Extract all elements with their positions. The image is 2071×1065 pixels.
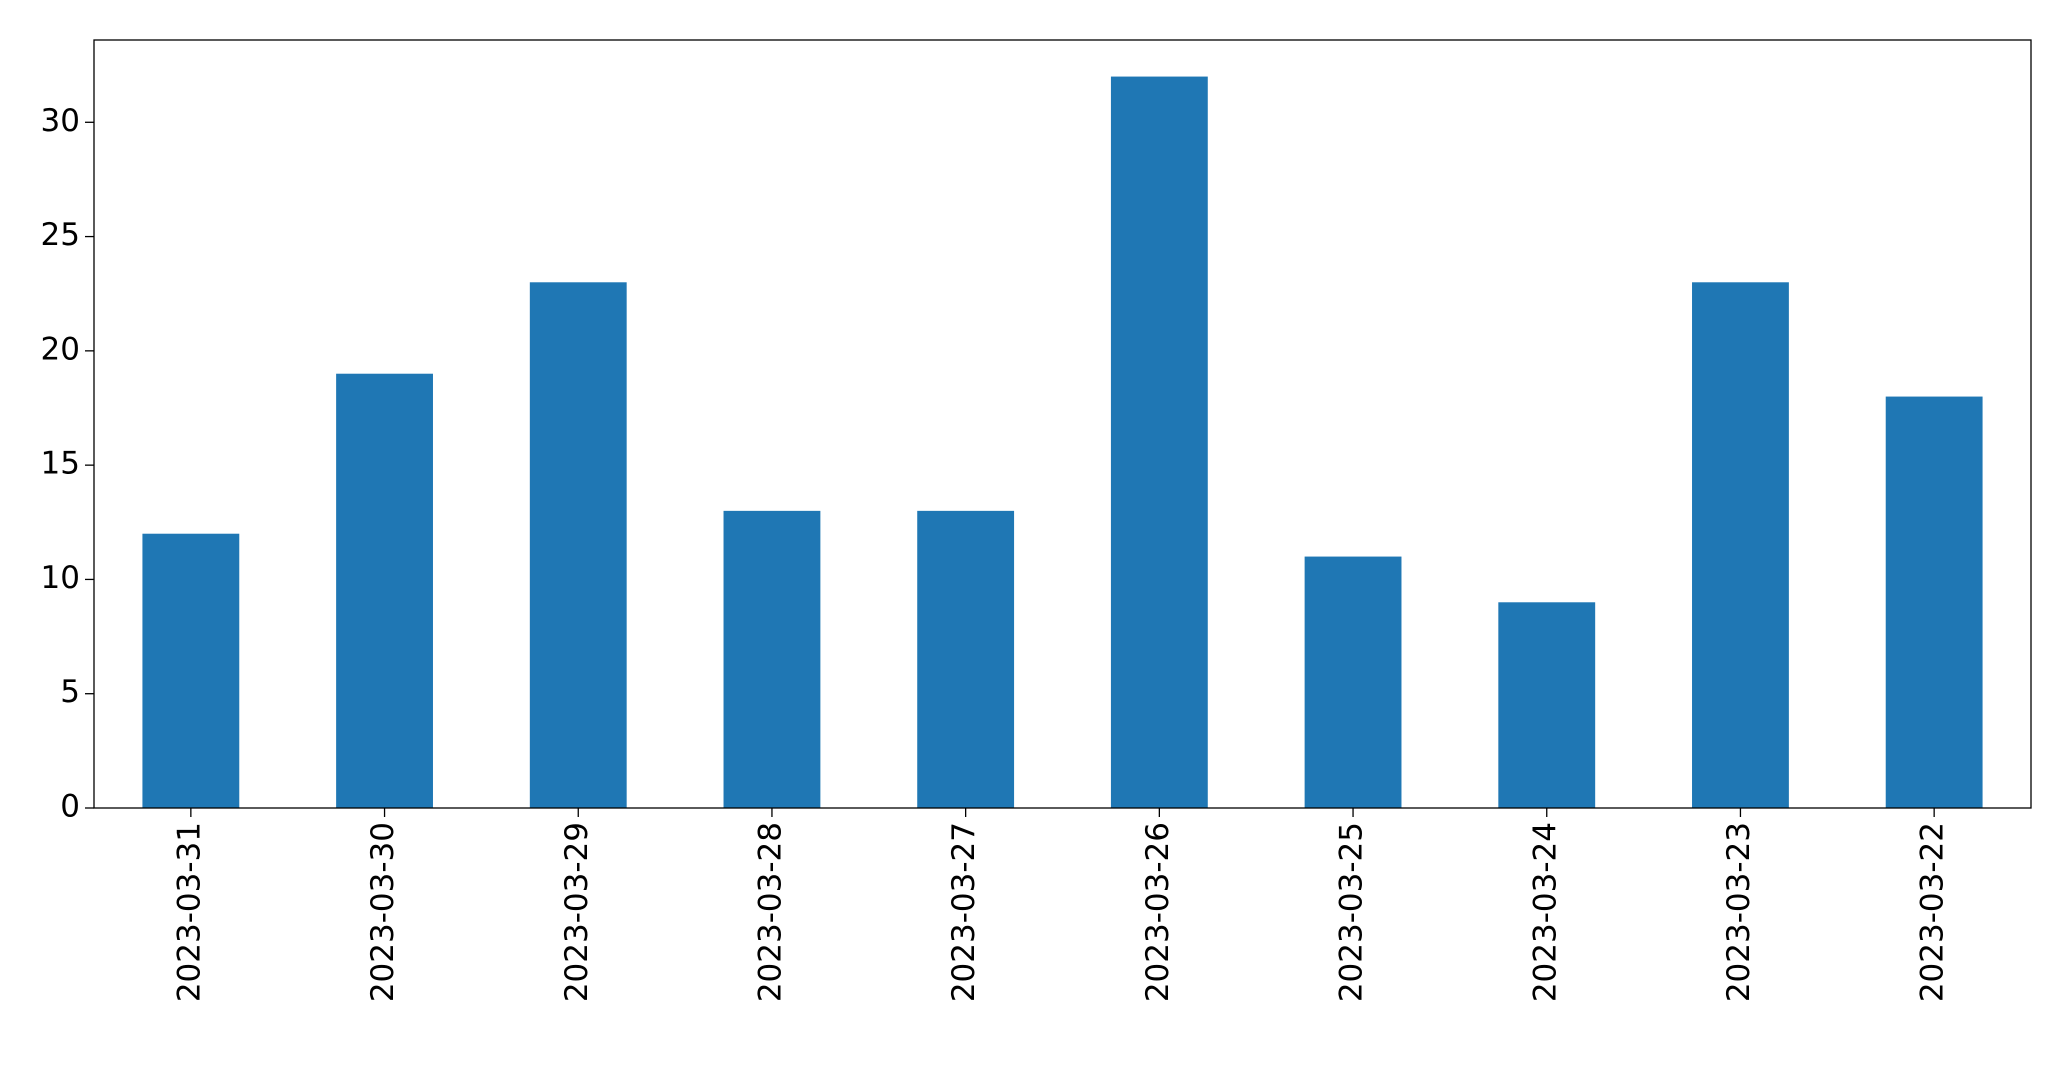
y-tick-label: 15 xyxy=(41,446,80,482)
x-tick-label: 2023-03-24 xyxy=(1527,822,1563,1002)
x-tick-label: 2023-03-29 xyxy=(559,822,595,1002)
x-tick-label: 2023-03-27 xyxy=(946,822,982,1002)
x-tick-label: 2023-03-25 xyxy=(1334,822,1370,1002)
plot-frame xyxy=(93,39,2032,809)
bar xyxy=(723,510,821,808)
bar xyxy=(142,533,240,808)
y-tick-label: 5 xyxy=(60,674,80,710)
y-tick-label: 30 xyxy=(41,103,80,139)
x-tick-label: 2023-03-31 xyxy=(171,822,207,1002)
y-tick-label: 20 xyxy=(41,331,80,367)
y-tick-label: 10 xyxy=(41,560,80,596)
bar xyxy=(1692,282,1789,808)
bar xyxy=(1885,396,1983,808)
x-tick-label: 2023-03-28 xyxy=(752,822,788,1002)
bar xyxy=(1304,556,1402,808)
bar xyxy=(1110,76,1208,809)
bar xyxy=(917,510,1015,808)
y-tick-label: 0 xyxy=(60,789,80,825)
bar xyxy=(1498,602,1596,808)
x-tick-label: 2023-03-22 xyxy=(1915,822,1951,1002)
bar xyxy=(529,282,627,808)
x-tick-label: 2023-03-30 xyxy=(365,822,401,1002)
y-tick-label: 25 xyxy=(41,217,80,253)
x-tick-label: 2023-03-23 xyxy=(1721,822,1757,1002)
bar xyxy=(336,373,433,808)
x-tick-label: 2023-03-26 xyxy=(1140,822,1176,1002)
